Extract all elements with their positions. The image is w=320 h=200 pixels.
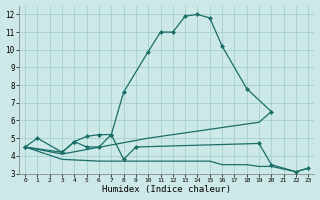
X-axis label: Humidex (Indice chaleur): Humidex (Indice chaleur)	[102, 185, 231, 194]
